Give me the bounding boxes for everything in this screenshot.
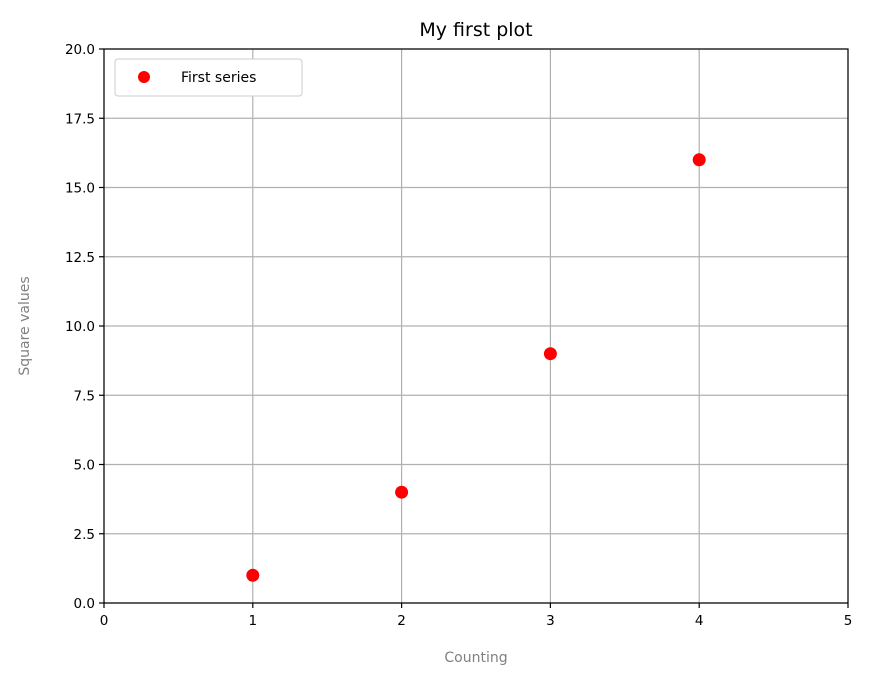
y-tick-label: 5.0	[74, 458, 95, 474]
legend-label: First series	[181, 70, 256, 86]
y-tick-label: 0.0	[74, 596, 95, 612]
x-tick-label: 5	[844, 613, 853, 629]
legend-box	[114, 58, 303, 97]
y-tick-label: 7.5	[74, 388, 95, 404]
x-tick-label: 2	[397, 613, 406, 629]
data-point	[692, 153, 706, 167]
x-axis-label: Counting	[444, 650, 507, 666]
y-tick-label: 15.0	[65, 181, 95, 197]
chart-title: My first plot	[419, 19, 532, 41]
legend-marker	[138, 71, 150, 83]
y-tick-label: 2.5	[74, 527, 95, 543]
x-tick-label: 4	[695, 613, 704, 629]
axis-ticks: 0 1 2 3 4 5 0.0 2.5 5.0 7.5 10.0 12.5 15.0 17.5 20.0	[65, 42, 852, 629]
x-tick-label: 1	[249, 613, 258, 629]
data-point	[395, 485, 409, 499]
data-points	[246, 153, 706, 582]
legend: First series	[114, 58, 303, 97]
y-tick-label: 20.0	[65, 42, 95, 58]
y-axis-label: Square values	[17, 276, 33, 375]
x-tick-label: 3	[546, 613, 555, 629]
data-point	[543, 347, 557, 361]
y-tick-label: 12.5	[65, 250, 95, 266]
x-tick-label: 0	[100, 613, 109, 629]
data-point	[246, 568, 260, 582]
y-tick-label: 10.0	[65, 319, 95, 335]
y-tick-label: 17.5	[65, 111, 95, 127]
plot-frame	[103, 48, 849, 604]
